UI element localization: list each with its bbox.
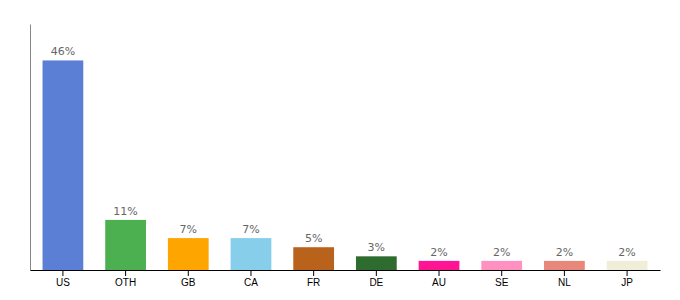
data-label: 2% — [493, 246, 510, 259]
bar — [481, 261, 522, 270]
bar — [544, 261, 585, 270]
data-label: 5% — [305, 232, 322, 245]
y-axis — [30, 25, 31, 271]
x-tick-mark — [501, 270, 502, 276]
x-tick: NL — [558, 270, 571, 288]
data-labels: 46% 11% 7% 7% 5% 3% 2% 2% 2% 2% — [51, 45, 636, 258]
data-label: 2% — [618, 246, 635, 259]
bar — [231, 238, 272, 270]
data-label: 3% — [368, 241, 385, 254]
x-tick-label: FR — [307, 277, 320, 288]
x-tick: AU — [432, 270, 446, 288]
bar — [168, 238, 209, 270]
x-tick-mark — [250, 270, 251, 276]
x-tick-mark — [125, 270, 126, 276]
x-tick-label: AU — [432, 277, 446, 288]
x-tick-mark — [188, 270, 189, 276]
x-tick: FR — [307, 270, 320, 288]
x-tick-label: US — [56, 277, 70, 288]
x-tick: OTH — [115, 270, 136, 288]
x-tick: GB — [181, 270, 196, 288]
bar — [105, 220, 146, 270]
bars — [43, 60, 648, 270]
x-tick: SE — [495, 270, 509, 288]
data-label: 2% — [430, 246, 447, 259]
x-tick-mark — [313, 270, 314, 276]
bar — [356, 256, 397, 270]
x-tick-mark — [62, 270, 63, 276]
data-label: 46% — [51, 45, 75, 58]
x-tick-label: OTH — [115, 277, 136, 288]
data-label: 7% — [180, 223, 197, 236]
bar — [293, 247, 334, 270]
bar — [419, 261, 460, 270]
x-tick-mark — [564, 270, 565, 276]
data-label: 2% — [556, 246, 573, 259]
x-tick-mark — [439, 270, 440, 276]
x-tick-label: SE — [495, 277, 509, 288]
x-tick: JP — [621, 270, 633, 288]
bar — [607, 261, 648, 270]
x-axis-line — [31, 270, 661, 271]
x-tick-label: CA — [244, 277, 258, 288]
x-tick-label: GB — [181, 277, 196, 288]
x-tick-label: NL — [558, 277, 571, 288]
x-tick-label: JP — [621, 277, 633, 288]
x-tick-mark — [376, 270, 377, 276]
data-label: 11% — [113, 205, 137, 218]
x-tick: US — [56, 270, 70, 288]
data-label: 7% — [242, 223, 259, 236]
x-tick: CA — [244, 270, 258, 288]
x-tick: DE — [369, 270, 383, 288]
chart: US OTH GB CA FR DE AU SE NL JP 46% 11% 7% 7% 5% 3% 2% 2% 2… — [0, 0, 680, 300]
x-tick-mark — [627, 270, 628, 276]
x-axis: US OTH GB CA FR DE AU SE NL JP — [31, 270, 661, 288]
x-tick-label: DE — [369, 277, 383, 288]
y-axis-line — [30, 25, 31, 271]
bar — [43, 60, 84, 270]
plot: US OTH GB CA FR DE AU SE NL JP 46% 11% 7% 7% 5% 3% 2% 2% 2… — [31, 25, 661, 289]
